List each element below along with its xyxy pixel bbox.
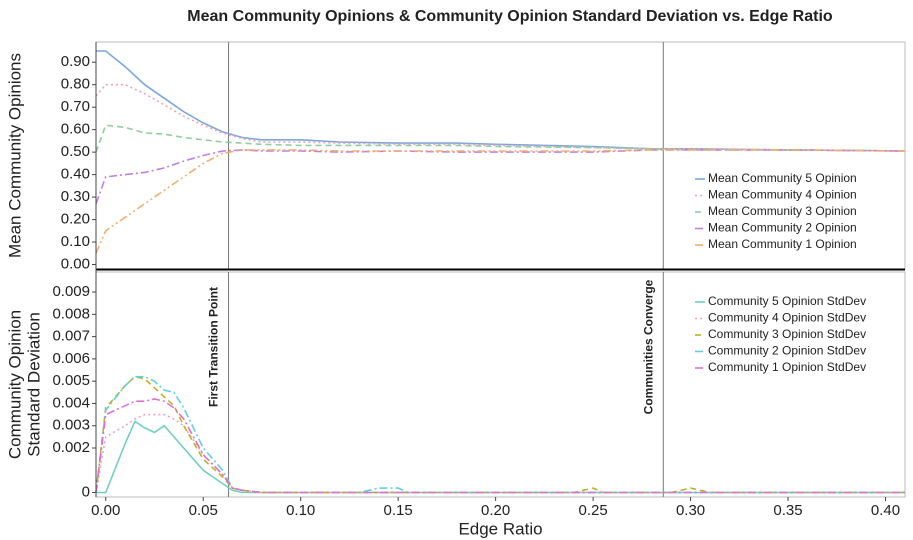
x-axis-title: Edge Ratio: [458, 519, 542, 538]
series-line: [95, 375, 905, 494]
y-axis-title: Mean Community Opinions: [5, 53, 24, 258]
y-tick-label: 0.60: [61, 121, 90, 138]
series-line: [95, 375, 905, 494]
series-line: [96, 50, 906, 152]
x-tick-label: 0.00: [91, 502, 120, 519]
x-tick-label: 0.20: [481, 502, 510, 519]
legend-label: Community 2 Opinion StdDev: [708, 344, 866, 358]
series-line: [95, 149, 906, 254]
x-tick-label: 0.05: [189, 502, 218, 519]
y-tick-label: 0.003: [52, 417, 90, 434]
x-tick-label: 0.10: [286, 502, 315, 519]
y-axis-title: Community Opinion: [5, 310, 24, 459]
legend-label: Mean Community 2 Opinion: [708, 221, 857, 235]
legend-label: Community 5 Opinion StdDev: [708, 294, 866, 308]
y-tick-label: 0.30: [61, 188, 90, 205]
y-tick-label: 0.50: [61, 143, 90, 160]
x-tick-label: 0.35: [773, 502, 802, 519]
y-tick-label: 0.005: [52, 372, 90, 389]
legend-label: Community 3 Opinion StdDev: [708, 327, 866, 341]
series-line: [96, 420, 905, 494]
y-tick-label: 0.004: [52, 394, 90, 411]
legend-label: Mean Community 1 Opinion: [708, 237, 857, 251]
x-tick-label: 0.25: [578, 502, 607, 519]
series-line: [95, 124, 906, 153]
chart-title: Mean Community Opinions & Community Opin…: [187, 8, 833, 25]
series-line: [95, 398, 905, 494]
y-tick-label: 0.008: [52, 305, 90, 322]
x-tick-label: 0.40: [871, 502, 900, 519]
y-tick-label: 0.40: [61, 166, 90, 183]
legend-label: Mean Community 3 Opinion: [708, 204, 857, 218]
y-axis-title: Standard Deviation: [24, 312, 43, 457]
y-tick-label: 0.007: [52, 328, 90, 345]
legend-label: Community 1 Opinion StdDev: [708, 360, 866, 374]
y-tick-label: 0.80: [61, 76, 90, 93]
reference-label: First Transition Point: [207, 287, 221, 407]
y-tick-label: 0: [82, 484, 90, 501]
y-tick-label: 0.00: [61, 255, 90, 272]
x-tick-label: 0.30: [676, 502, 705, 519]
y-tick-label: 0.006: [52, 350, 90, 367]
legend-label: Mean Community 5 Opinion: [708, 171, 857, 185]
legend-label: Community 4 Opinion StdDev: [708, 311, 866, 325]
legend-label: Mean Community 4 Opinion: [708, 188, 857, 202]
y-tick-label: 0.90: [61, 53, 90, 70]
y-tick-label: 0.002: [52, 439, 90, 456]
y-tick-label: 0.10: [61, 233, 90, 250]
series-line: [95, 149, 906, 205]
y-tick-label: 0.20: [61, 211, 90, 228]
y-tick-label: 0.70: [61, 98, 90, 115]
x-tick-label: 0.15: [384, 502, 413, 519]
y-tick-label: 0.009: [52, 283, 90, 300]
reference-label: Communities Converge: [641, 279, 655, 414]
